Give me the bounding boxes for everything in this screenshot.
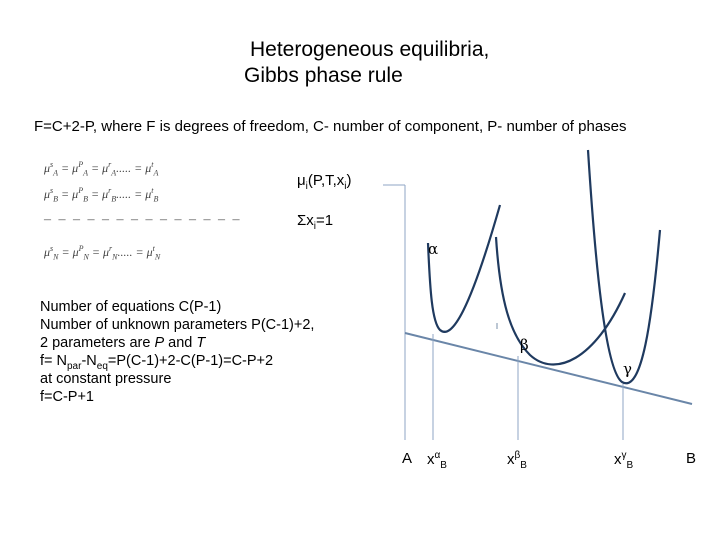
equation-row-b: μsB = μPB = μrB..... = μtB [44,186,159,204]
alpha-phase-curve [426,204,502,333]
text-line-3: 2 parameters are P and T [40,335,206,351]
axis-label-a: A [402,450,413,467]
phase-rule-statement: F=C+2-P, where F is degrees of freedom, … [34,118,627,135]
title-line-2: Gibbs phase rule [244,64,403,87]
gamma-phase-curve [586,149,662,385]
title-line-1: Heterogeneous equilibria, [250,38,490,61]
gamma-label: γ [623,360,632,378]
beta-phase-curve [494,236,627,366]
mole-fraction-sum: Σxi=1 [297,212,334,232]
axis-label-x-gamma: xγB [614,450,634,471]
text-line-2: Number of unknown parameters P(C-1)+2, [40,317,315,333]
text-line-4: f= Npar-Neq=P(C-1)+2-C(P-1)=C-P+2 [40,353,274,372]
beta-label: β [520,336,529,354]
axis-label-x-alpha: xαB [427,450,447,471]
axis-label-x-beta: xβB [507,450,527,471]
equation-ellipsis-dashes: – – – – – – – – – – – – – – [44,212,242,227]
text-line-6: f=C-P+1 [40,389,94,405]
alpha-label: α [428,240,439,258]
text-line-1: Number of equations C(P-1) [40,299,222,315]
equation-row-a: μsA = μPA = μrA..... = μtA [44,160,159,178]
text-line-5: at constant pressure [40,371,172,387]
axis-label-b: B [686,450,697,467]
chemical-potential-function: μi(P,T,xi) [297,172,352,192]
common-tangent-line [404,332,693,405]
equation-row-n: μsN = μPN = μrN..... = μtN [44,244,161,262]
